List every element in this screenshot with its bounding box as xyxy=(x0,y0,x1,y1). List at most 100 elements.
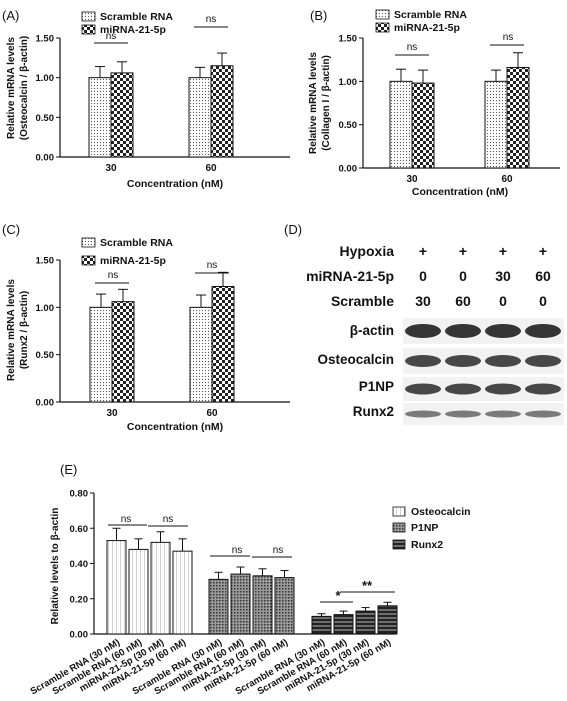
y-tick-label: 0.00 xyxy=(339,164,358,175)
x-tick-label: 60 xyxy=(501,174,513,185)
sig-ns-osteocalcin-2: ns xyxy=(163,514,174,525)
condition-value: + xyxy=(419,243,427,259)
y-tick-label: 0.00 xyxy=(36,153,55,164)
sig-ns-30: ns xyxy=(407,42,418,53)
blot-band xyxy=(485,383,521,395)
condition-value: 0 xyxy=(419,268,427,284)
x-tick-label: 60 xyxy=(206,408,218,419)
band-label-p1np: P1NP xyxy=(359,379,394,394)
sig-ns-60: ns xyxy=(207,260,218,271)
y-tick-label: 0.00 xyxy=(36,398,55,409)
bar-mirna-21-5p-30 xyxy=(110,72,134,158)
bar-p1np-3 xyxy=(252,575,273,635)
x-axis-title: Concentration (nM) xyxy=(127,421,223,433)
legend-label-mirna: miRNA-21-5p xyxy=(394,22,460,34)
blot-band xyxy=(445,355,481,367)
legend-label-mirna: miRNA-21-5p xyxy=(100,255,166,267)
condition-value: 30 xyxy=(495,268,511,284)
bar-p1np-4 xyxy=(274,577,295,635)
blot-band xyxy=(405,324,441,338)
bar-scramble-rna-30 xyxy=(88,77,112,158)
sig-ns-60: ns xyxy=(206,14,217,25)
legend-swatch-osteocalcin xyxy=(392,506,406,517)
band-label-runx2: Runx2 xyxy=(353,404,394,419)
legend-swatch-runx2 xyxy=(392,539,406,550)
bar-mirna-21-5p-60 xyxy=(211,286,235,403)
band-label-osteocalcin: Osteocalcin xyxy=(317,352,394,367)
sig-ns-30: ns xyxy=(106,31,117,42)
bar-runx2-1 xyxy=(311,615,332,635)
legend-label-runx2: Runx2 xyxy=(411,539,443,551)
bar-p1np-1 xyxy=(208,578,229,635)
condition-value: + xyxy=(459,243,467,259)
legend-swatch-mirna xyxy=(81,24,96,35)
legend-label-scramble: Scramble RNA xyxy=(100,11,173,23)
sig-ns-30: ns xyxy=(108,270,119,281)
blot-band xyxy=(525,355,561,367)
y-axis-title-line2: (Osteocalcin / β-actin) xyxy=(19,36,30,140)
y-tick-label: 0.50 xyxy=(36,113,55,124)
panel-c: Scramble RNA miRNA-21-5p ns ns Concentra… xyxy=(6,237,223,433)
legend-label-scramble: Scramble RNA xyxy=(100,237,173,249)
condition-value: 60 xyxy=(455,293,471,309)
bar-runx2-2 xyxy=(333,614,354,635)
bar-mirna-21-5p-60 xyxy=(506,66,530,169)
sig-double-star-runx2: ** xyxy=(362,578,373,593)
x-tick-label: 30 xyxy=(105,163,117,174)
bar-mirna-21-5p-60 xyxy=(210,65,234,158)
y-tick-label: 1.50 xyxy=(36,34,55,45)
panel-d-western-blot: Hypoxia miRNA-21-5p Scramble + + + +0 0 30 60 3… xyxy=(306,243,564,425)
bar-scramble-rna-60 xyxy=(188,77,212,158)
sig-ns-p1np-2: ns xyxy=(273,545,284,556)
bar-osteocalcin-2 xyxy=(128,548,149,635)
chart-panel-a: 0.00 0.50 1.00 1.50 30 60 xyxy=(36,26,290,174)
y-axis-title-line1: Relative mRNA levels xyxy=(6,37,17,139)
band-label-beta-actin: β-actin xyxy=(350,323,394,338)
panel-letter-e: (E) xyxy=(60,462,77,477)
y-tick-label: 1.00 xyxy=(36,73,55,84)
legend-swatch-p1np xyxy=(392,522,406,533)
bar-scramble-rna-60 xyxy=(484,80,508,169)
blot-band xyxy=(405,355,441,367)
panel-e: Osteocalcin P1NP Runx2 Relative levels t… xyxy=(50,506,471,624)
x-tick-label: 30 xyxy=(106,408,118,419)
bar-osteocalcin-3 xyxy=(150,541,171,635)
bar-scramble-rna-60 xyxy=(189,306,213,403)
legend-label-scramble: Scramble RNA xyxy=(394,9,467,21)
blot-band xyxy=(405,383,441,395)
y-axis-title: Relative levels to β-actin xyxy=(50,508,61,625)
blot-band xyxy=(405,410,441,418)
panel-a: Scramble RNA miRNA-21-5p ns ns Concentra… xyxy=(6,11,223,190)
y-tick-label: 1.50 xyxy=(36,256,55,267)
panel-b: Scramble RNA miRNA-21-5p ns ns Concentra… xyxy=(308,9,513,198)
sig-star-runx2: * xyxy=(335,588,341,603)
y-tick-label: 0.80 xyxy=(70,489,89,500)
condition-values: + + + +0 0 30 60 30 60 0 0 xyxy=(415,243,551,309)
blot-band xyxy=(485,355,521,367)
y-tick-label: 0.20 xyxy=(70,594,89,605)
legend-label-osteocalcin: Osteocalcin xyxy=(411,506,471,518)
bar-mirna-21-5p-30 xyxy=(411,82,435,169)
y-tick-label: 0.40 xyxy=(70,559,89,570)
y-axis-title-line2: (Collagen I / β-actin) xyxy=(321,55,332,151)
sig-ns-60: ns xyxy=(503,32,514,43)
x-axis-title: Concentration (nM) xyxy=(127,178,223,190)
x-tick-label: 30 xyxy=(406,174,418,185)
y-axis-title-line1: Relative mRNA levels xyxy=(308,52,319,154)
y-tick-label: 1.50 xyxy=(339,34,358,45)
y-axis-title-line2: (Runx2 / β-actin) xyxy=(19,291,30,369)
legend-label-p1np: P1NP xyxy=(411,522,438,534)
x-axis-title: Concentration (nM) xyxy=(412,186,508,198)
condition-value: 0 xyxy=(499,293,507,309)
blot-band xyxy=(485,324,521,338)
blot-band xyxy=(485,410,521,418)
sig-ns-osteocalcin-1: ns xyxy=(121,514,132,525)
blot-band xyxy=(445,383,481,395)
y-tick-label: 0.60 xyxy=(70,524,89,535)
blot-band xyxy=(525,383,561,395)
condition-value: 60 xyxy=(535,268,551,284)
condition-value: 30 xyxy=(415,293,431,309)
condition-value: 0 xyxy=(539,293,547,309)
